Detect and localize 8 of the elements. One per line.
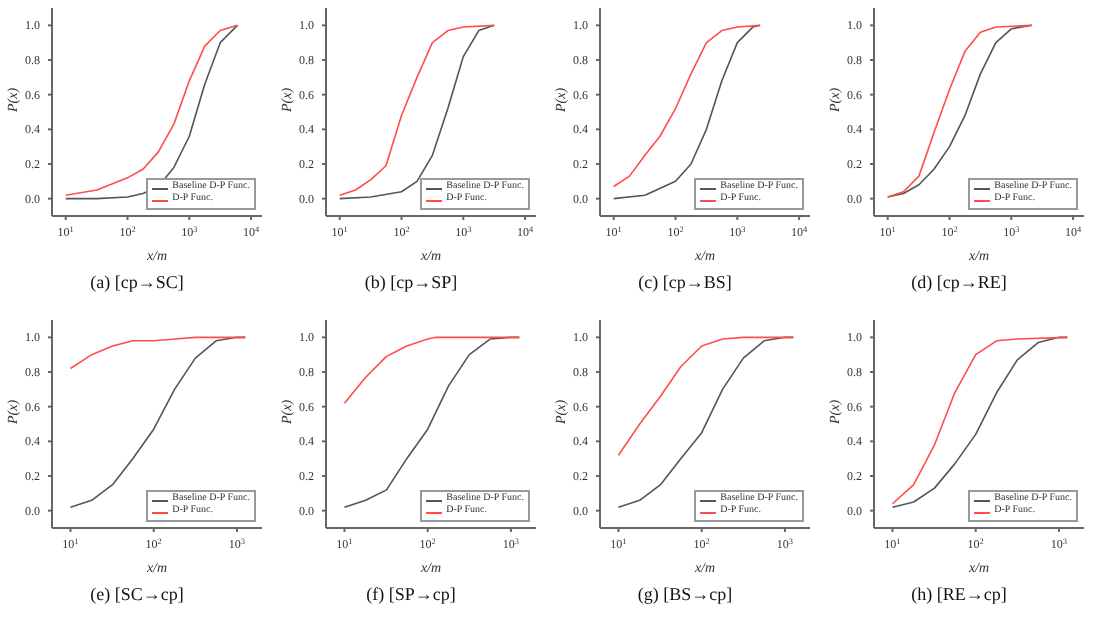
text: (h) [RE→cp] — [909, 584, 1009, 604]
text: (b) [cp→SP] — [362, 272, 460, 292]
text: (g) [BS→cp] — [635, 584, 735, 604]
text: (a) [cp→SC] — [88, 272, 186, 292]
text: (c) [cp→BS] — [636, 272, 734, 292]
text: (f) [SP→cp] — [364, 584, 458, 604]
text: (d) [cp→RE] — [909, 272, 1009, 292]
text: (e) [SC→cp] — [88, 584, 186, 604]
